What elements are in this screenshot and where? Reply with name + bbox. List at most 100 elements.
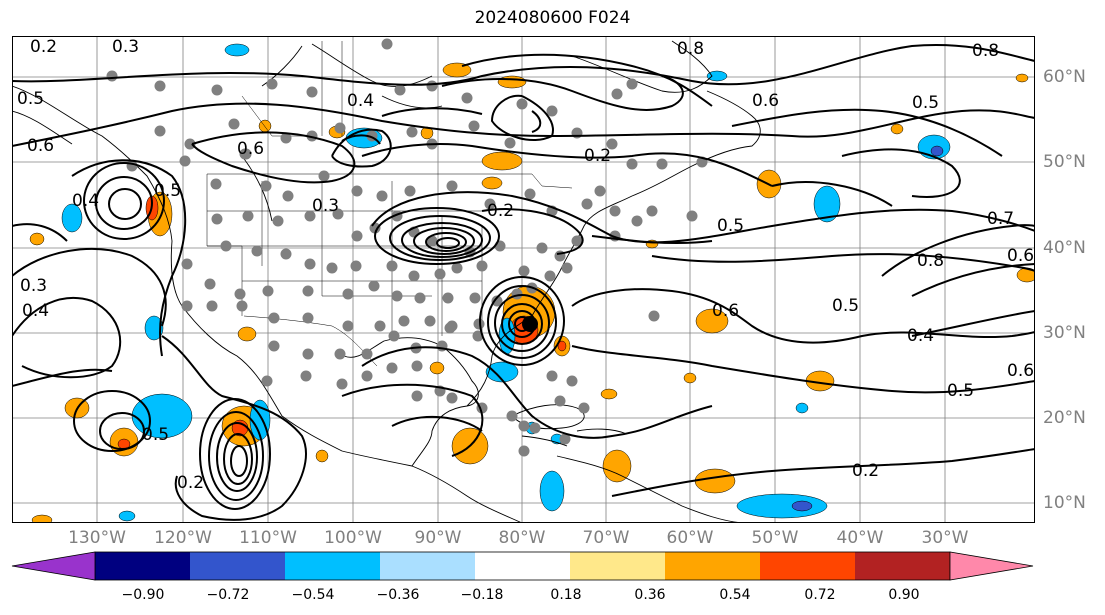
station-dot: [386, 260, 398, 272]
station-dot: [536, 242, 548, 254]
contour-label: 0.6: [712, 301, 739, 321]
station-dot: [386, 362, 398, 374]
contour-label: 0.2: [30, 37, 57, 57]
colorbar-cell: [570, 552, 666, 580]
station-dot: [350, 260, 362, 272]
lon-label: 110°W: [239, 528, 297, 548]
station-dot: [154, 125, 166, 137]
colorbar-cell: [855, 552, 951, 580]
station-dot: [388, 330, 400, 342]
station-dot: [408, 270, 420, 282]
lat-label: 20°N: [1043, 408, 1086, 428]
station-dot: [326, 262, 338, 274]
contour-label: 0.2: [584, 146, 611, 166]
colorbar-cell: [190, 552, 286, 580]
contour-label: 0.3: [312, 196, 339, 216]
colorbar-cell: [760, 552, 856, 580]
station-dot: [280, 132, 292, 144]
station-dot: [304, 210, 316, 222]
contour-label: 0.4: [72, 191, 99, 211]
lon-label: 100°W: [324, 528, 382, 548]
colorbar-tick: 0.90: [888, 587, 920, 603]
colorbar-tick: −0.18: [460, 587, 504, 603]
lon-label: 30°W: [921, 528, 969, 548]
station-dot: [398, 315, 410, 327]
station-dot: [529, 422, 541, 434]
station-dot: [426, 80, 438, 92]
station-dot: [304, 258, 316, 270]
station-dot: [518, 420, 530, 432]
station-dot: [391, 290, 403, 302]
station-dot: [302, 348, 314, 360]
contour-label: 0.6: [752, 91, 779, 111]
station-dot: [626, 158, 638, 170]
station-dot: [251, 245, 263, 257]
station-dot: [561, 262, 573, 274]
station-dot: [261, 375, 273, 387]
colorbar-tick: −0.54: [291, 587, 335, 603]
contour-label: 0.8: [972, 41, 999, 61]
station-dot: [306, 86, 318, 98]
station-dot: [239, 148, 251, 160]
map-panel: 0.2 0.3 0.5 0.4 0.6 0.8 0.5 0.3 0.4 0.5 0.6 0.2 0.5 0…: [12, 36, 1035, 523]
station-dot: [646, 205, 658, 217]
station-dot: [609, 205, 621, 217]
station-dot: [446, 180, 458, 192]
contour-label: 0.5: [154, 181, 181, 201]
station-dot: [204, 278, 216, 290]
station-dot: [210, 178, 222, 190]
station-dot: [656, 158, 668, 170]
colorbar-cell: [95, 552, 191, 580]
station-dot: [336, 378, 348, 390]
station-dot: [318, 170, 330, 182]
station-dot: [351, 185, 363, 197]
station-dot: [444, 322, 456, 334]
station-dot: [581, 198, 593, 210]
station-dot: [594, 185, 606, 197]
contour-label: 0.5: [717, 216, 744, 236]
station-dot: [302, 312, 314, 324]
station-dot: [566, 375, 578, 387]
station-dot: [262, 285, 274, 297]
station-dot: [504, 137, 516, 149]
station-dot: [469, 292, 481, 304]
contour-label: 0.5: [142, 425, 169, 445]
lat-label: 60°N: [1043, 67, 1086, 87]
station-dot: [106, 70, 118, 82]
contour-label: 0.6: [237, 139, 264, 159]
station-dot: [211, 213, 223, 225]
station-dot: [334, 348, 346, 360]
colorbar-tick: 0.18: [550, 587, 582, 603]
station-dot: [648, 310, 660, 322]
contour-label: 0.5: [947, 381, 974, 401]
station-dot: [242, 210, 254, 222]
station-dot: [546, 370, 558, 382]
station-dot: [578, 402, 590, 414]
station-dot: [361, 370, 373, 382]
lon-label: 40°W: [836, 528, 884, 548]
station-dot: [518, 445, 530, 457]
station-dot: [491, 295, 503, 307]
station-dot: [376, 190, 388, 202]
station-dot: [126, 160, 138, 172]
station-dot: [473, 318, 485, 330]
colorbar-tick: −0.72: [206, 587, 250, 603]
station-dot: [184, 138, 196, 150]
station-dot: [442, 292, 454, 304]
lon-label: 90°W: [414, 528, 462, 548]
station-dot: [266, 78, 278, 90]
colorbar-cell: [380, 552, 476, 580]
contour-label: 0.4: [22, 301, 49, 321]
station-dot: [631, 215, 643, 227]
station-dot: [404, 185, 416, 197]
station-dot: [300, 370, 312, 382]
station-dot: [342, 288, 354, 300]
station-dot: [511, 288, 523, 300]
station-dot: [381, 38, 393, 50]
station-dot: [468, 120, 480, 132]
station-dot: [424, 315, 436, 327]
station-dot: [506, 410, 518, 422]
contour-label: 0.8: [677, 39, 704, 59]
lon-label: 80°W: [498, 528, 546, 548]
colorbar-tick: −0.90: [121, 587, 165, 603]
